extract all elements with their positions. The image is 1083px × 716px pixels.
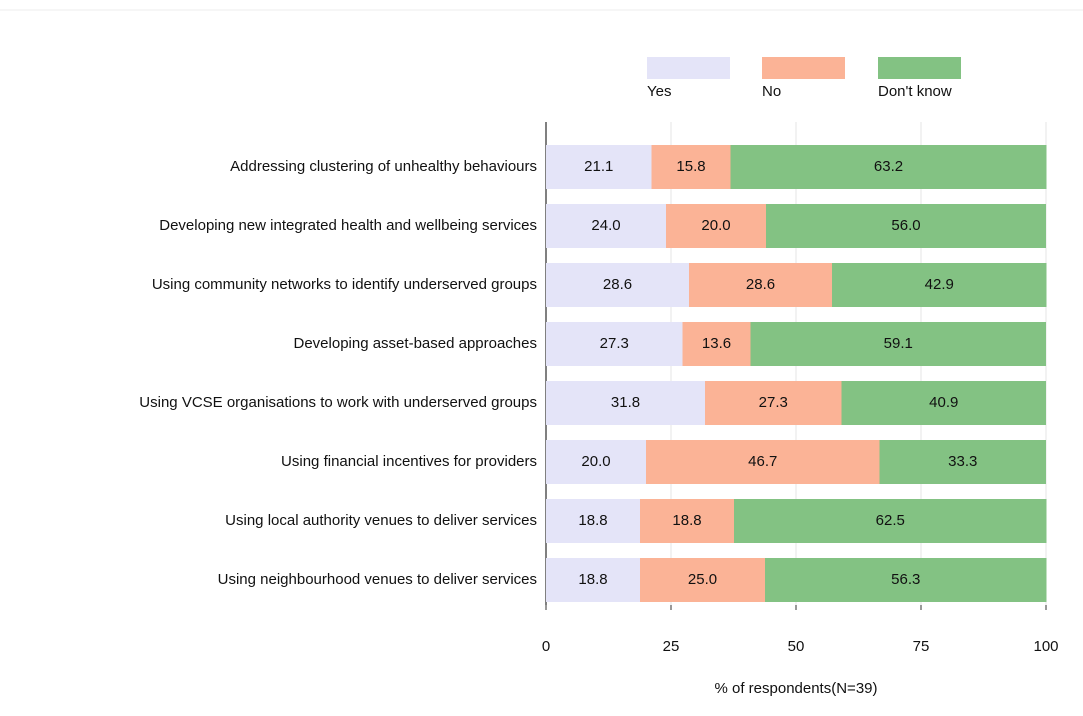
bar-segment xyxy=(682,322,751,366)
data-label: 63.2 xyxy=(874,158,903,175)
legend-label: No xyxy=(762,83,781,100)
bar-segment xyxy=(734,499,1047,543)
data-label: 28.6 xyxy=(603,276,632,293)
data-label: 42.9 xyxy=(925,276,954,293)
data-label: 56.0 xyxy=(891,217,920,234)
data-label: 27.3 xyxy=(759,394,788,411)
legend-swatch xyxy=(878,57,961,79)
data-label: 18.8 xyxy=(578,571,607,588)
data-label: 59.1 xyxy=(884,335,913,352)
bar-segment xyxy=(651,145,731,189)
y-tick-label: Using community networks to identify und… xyxy=(152,276,537,293)
data-label: 33.3 xyxy=(948,453,977,470)
bar-segment xyxy=(640,558,765,602)
bar-segment xyxy=(689,263,832,307)
bar-segment xyxy=(646,440,880,484)
legend-label: Don't know xyxy=(878,83,952,100)
bar-segment xyxy=(546,440,646,484)
x-tick-label: 75 xyxy=(913,638,930,655)
x-axis-label: % of respondents(N=39) xyxy=(714,680,877,697)
data-label: 18.8 xyxy=(578,512,607,529)
bar-segment xyxy=(705,381,842,425)
bar-segment xyxy=(546,145,652,189)
legend-swatch xyxy=(762,57,845,79)
data-label: 20.0 xyxy=(701,217,730,234)
y-tick-label: Addressing clustering of unhealthy behav… xyxy=(230,158,537,175)
bar-segment xyxy=(640,499,734,543)
data-label: 31.8 xyxy=(611,394,640,411)
y-tick-label: Developing asset-based approaches xyxy=(294,335,538,352)
y-tick-label: Using VCSE organisations to work with un… xyxy=(139,394,537,411)
data-label: 24.0 xyxy=(591,217,620,234)
data-label: 20.0 xyxy=(581,453,610,470)
data-label: 13.6 xyxy=(702,335,731,352)
y-tick-label: Using neighbourhood venues to deliver se… xyxy=(218,571,537,588)
bar-segment xyxy=(546,558,640,602)
bar-segment xyxy=(832,263,1047,307)
bar-segment xyxy=(546,499,640,543)
legend-swatch xyxy=(647,57,730,79)
data-label: 21.1 xyxy=(584,158,613,175)
bar-segment xyxy=(546,381,705,425)
data-label: 40.9 xyxy=(929,394,958,411)
y-tick-label: Using local authority venues to deliver … xyxy=(225,512,537,529)
data-label: 27.3 xyxy=(600,335,629,352)
x-tick-label: 100 xyxy=(1033,638,1058,655)
bar-segment xyxy=(766,204,1046,248)
x-tick-label: 0 xyxy=(542,638,550,655)
legend-label: Yes xyxy=(647,83,671,100)
y-tick-label: Developing new integrated health and wel… xyxy=(159,217,537,234)
data-label: 46.7 xyxy=(748,453,777,470)
data-label: 56.3 xyxy=(891,571,920,588)
bar-segment xyxy=(546,204,666,248)
data-label: 28.6 xyxy=(746,276,775,293)
x-tick-label: 50 xyxy=(788,638,805,655)
bar-segment xyxy=(841,381,1046,425)
bar-segment xyxy=(730,145,1047,189)
data-label: 62.5 xyxy=(876,512,905,529)
bar-segment xyxy=(546,263,689,307)
bar-segment xyxy=(666,204,766,248)
data-label: 18.8 xyxy=(672,512,701,529)
bar-segment xyxy=(879,440,1046,484)
bar-segment xyxy=(546,322,683,366)
x-tick-label: 25 xyxy=(663,638,680,655)
data-label: 15.8 xyxy=(676,158,705,175)
data-label: 25.0 xyxy=(688,571,717,588)
bar-segment xyxy=(750,322,1046,366)
y-tick-label: Using financial incentives for providers xyxy=(281,453,537,470)
bar-segment xyxy=(765,558,1047,602)
